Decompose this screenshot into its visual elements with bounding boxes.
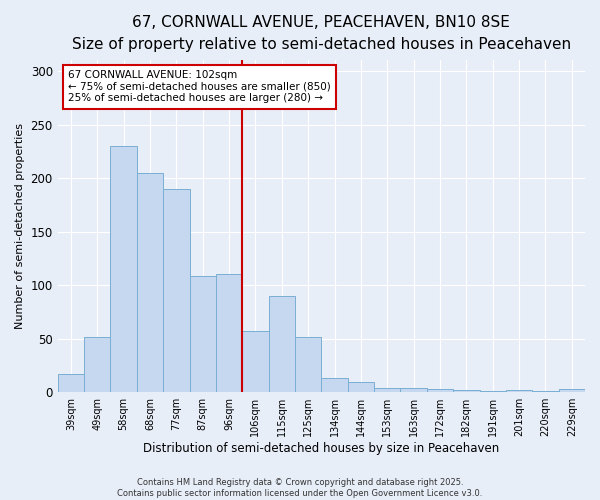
Bar [427,389,453,392]
Bar [322,378,348,392]
Bar [295,336,322,392]
Bar [348,382,374,392]
X-axis label: Distribution of semi-detached houses by size in Peacehaven: Distribution of semi-detached houses by … [143,442,499,455]
Bar [58,374,84,392]
Bar [163,189,190,392]
Bar [137,172,163,392]
Bar [84,336,110,392]
Bar [479,391,506,392]
Bar [559,389,585,392]
Bar [110,146,137,392]
Bar [216,274,242,392]
Bar [242,331,269,392]
Text: 67 CORNWALL AVENUE: 102sqm
← 75% of semi-detached houses are smaller (850)
25% o: 67 CORNWALL AVENUE: 102sqm ← 75% of semi… [68,70,331,104]
Title: 67, CORNWALL AVENUE, PEACEHAVEN, BN10 8SE
Size of property relative to semi-deta: 67, CORNWALL AVENUE, PEACEHAVEN, BN10 8S… [72,15,571,52]
Bar [532,391,559,392]
Bar [190,276,216,392]
Bar [453,390,479,392]
Bar [269,296,295,392]
Y-axis label: Number of semi-detached properties: Number of semi-detached properties [15,124,25,330]
Bar [400,388,427,392]
Text: Contains HM Land Registry data © Crown copyright and database right 2025.
Contai: Contains HM Land Registry data © Crown c… [118,478,482,498]
Bar [506,390,532,392]
Bar [374,388,400,392]
